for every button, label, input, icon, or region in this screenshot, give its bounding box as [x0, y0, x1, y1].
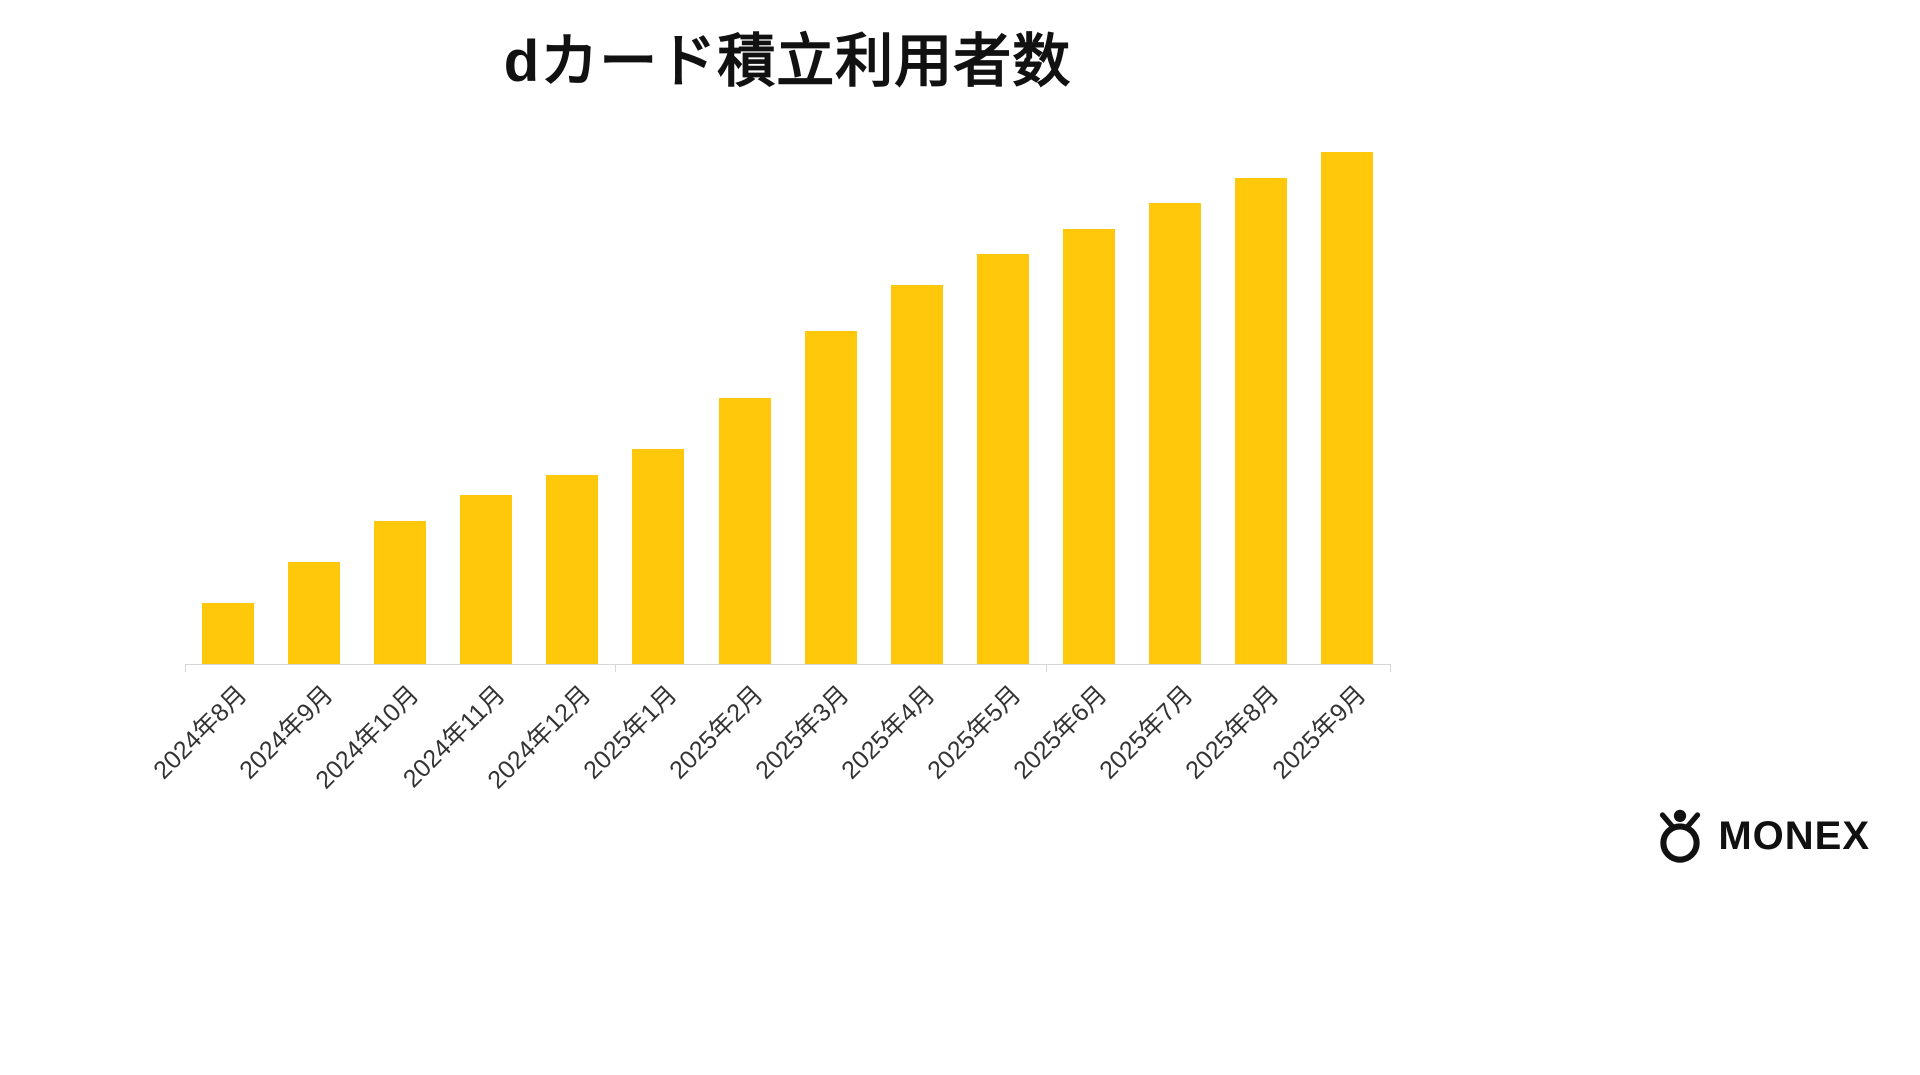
bar-slot: 2025年2月 [664, 152, 787, 785]
bar-slot: 2025年4月 [836, 152, 960, 785]
bar [546, 474, 599, 664]
x-axis-label: 2025年7月 [1094, 680, 1199, 785]
bar-chart: 2024年8月 2024年9月 2024年10月 2024年11月 2024年12月 20… [148, 152, 1391, 794]
x-axis-tick [185, 664, 186, 672]
bar [890, 285, 943, 664]
x-axis-label: 2025年9月 [1266, 680, 1372, 785]
x-axis-label: 2025年6月 [1008, 680, 1113, 785]
monex-logo-text: MONEX [1718, 813, 1870, 858]
x-axis-label: 2025年1月 [578, 680, 683, 785]
bar [804, 331, 857, 664]
x-axis-label: 2025年5月 [922, 680, 1027, 785]
bar-slot: 2024年9月 [234, 152, 357, 785]
x-axis-tick [1390, 664, 1391, 672]
bar-slot: 2024年8月 [148, 152, 271, 785]
bar-slot: 2025年3月 [750, 152, 874, 785]
bar-slot: 2025年1月 [578, 152, 701, 785]
bar-slot: 2025年8月 [1181, 152, 1304, 785]
monex-logo-icon [1652, 808, 1708, 864]
x-axis-label: 2025年3月 [750, 680, 855, 785]
monex-logo: MONEX [1652, 808, 1870, 864]
bar-slot: 2024年12月 [482, 152, 615, 794]
bar [1321, 152, 1374, 664]
bar-slot: 2024年10月 [310, 152, 443, 794]
bar [1148, 203, 1201, 664]
bar [718, 397, 771, 664]
bar [202, 602, 255, 664]
x-axis-label: 2025年8月 [1180, 680, 1286, 785]
bar [1234, 177, 1287, 664]
bar [976, 254, 1029, 664]
bar [1062, 228, 1115, 664]
x-axis-label: 2024年8月 [147, 680, 253, 785]
x-axis-label: 2025年4月 [836, 680, 941, 785]
bar [374, 520, 427, 664]
bar-slot: 2025年9月 [1267, 152, 1390, 785]
plot-area: 2024年8月 2024年9月 2024年10月 2024年11月 2024年12月 20… [148, 152, 1391, 794]
bar-slot: 2025年7月 [1095, 152, 1218, 785]
x-axis-tick [615, 664, 617, 672]
x-axis-tick [1045, 664, 1047, 672]
x-axis-label: 2025年2月 [664, 680, 769, 785]
bar-slot: 2025年6月 [1009, 152, 1132, 785]
chart-title: dカード積立利用者数 [503, 29, 1072, 94]
bar-slot: 2024年11月 [397, 152, 529, 793]
bar [288, 561, 341, 664]
bar-slot: 2025年5月 [922, 152, 1046, 785]
bar [632, 448, 685, 664]
bar [460, 495, 513, 664]
